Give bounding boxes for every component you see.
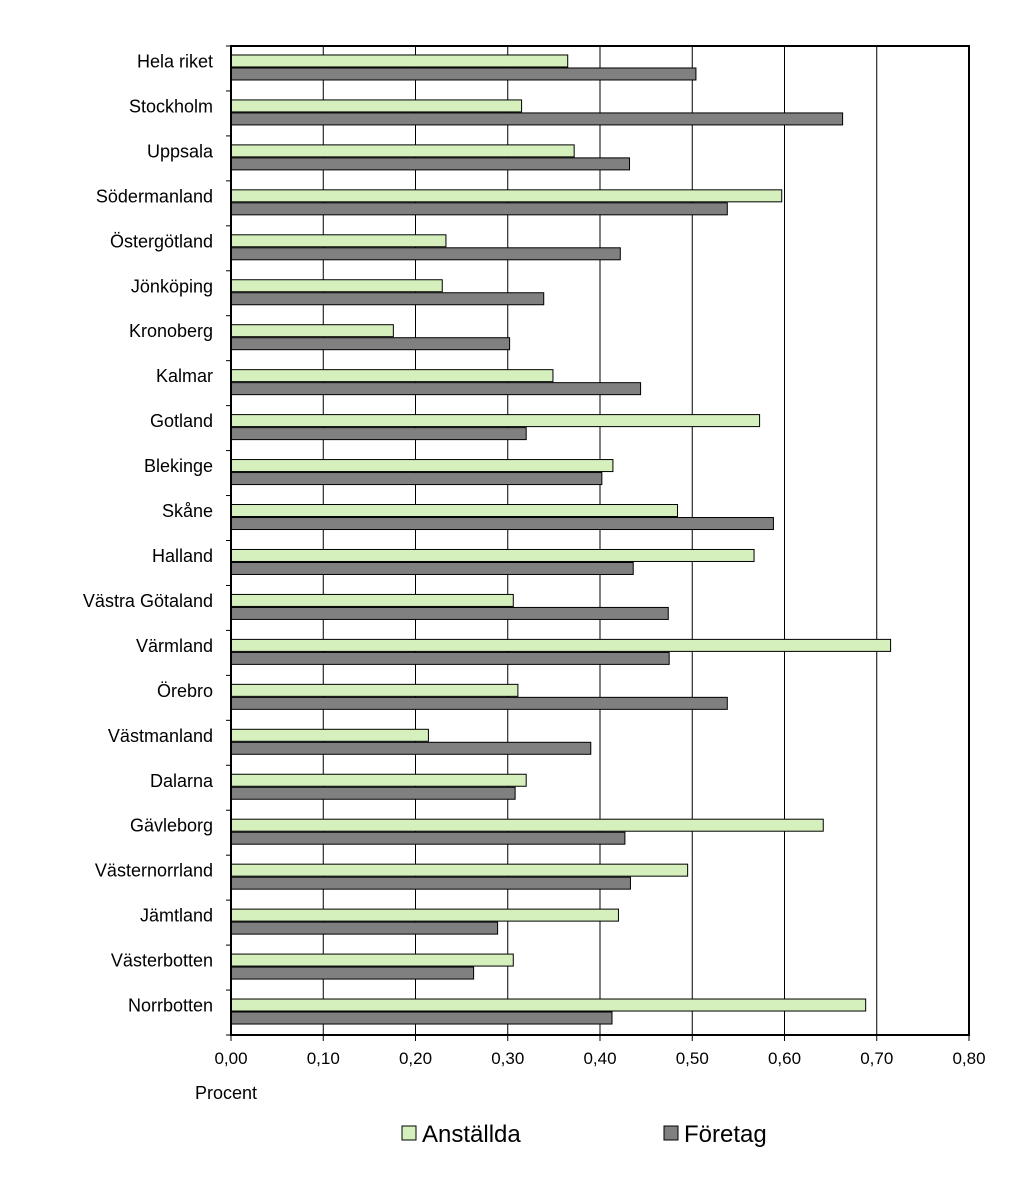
bar-anstallda [230, 54, 569, 68]
bar-foretag [230, 382, 642, 396]
x-tick-label: 0,10 [307, 1049, 340, 1068]
bar-anstallda [230, 908, 619, 922]
category-label: Kronoberg [129, 321, 213, 341]
category-labels: Hela riket Stockholm Uppsala Södermanland Ös… [83, 51, 214, 1015]
bar-foretag [230, 651, 670, 665]
bar-anstallda [230, 459, 614, 473]
bar-anstallda [230, 548, 755, 562]
bars [230, 54, 892, 1025]
bar-foretag [230, 427, 527, 441]
bar-foretag [230, 67, 697, 81]
bar-anstallda [230, 998, 867, 1012]
category-label: Norrbotten [128, 996, 213, 1016]
x-tick-labels: 0,00 0,10 0,20 0,30 0,40 0,50 0,60 0,70 0,80 [214, 1049, 985, 1068]
category-label: Södermanland [96, 186, 213, 206]
category-label: Stockholm [129, 96, 213, 116]
x-tick-label: 0,30 [491, 1049, 524, 1068]
category-label: Halland [152, 546, 213, 566]
category-label: Örebro [157, 681, 213, 701]
category-label: Jämtland [140, 906, 213, 926]
bar-anstallda [230, 189, 783, 203]
bar-anstallda [230, 279, 443, 293]
x-tick-label: 0,80 [952, 1049, 985, 1068]
bar-foretag [230, 112, 844, 126]
bar-foretag [230, 786, 516, 800]
bar-foretag [230, 247, 621, 261]
legend-swatch [401, 1125, 417, 1141]
category-label: Västmanland [108, 726, 213, 746]
bar-anstallda [230, 953, 514, 967]
category-label: Kalmar [156, 366, 213, 386]
x-tick-label: 0,40 [583, 1049, 616, 1068]
bar-anstallda [230, 773, 527, 787]
bar-foretag [230, 202, 728, 216]
bar-foretag [230, 831, 626, 845]
bar-foretag [230, 561, 634, 575]
category-label: Västernorrland [95, 861, 213, 881]
bar-anstallda [230, 818, 824, 832]
bar-anstallda [230, 863, 689, 877]
x-tick-label: 0,50 [676, 1049, 709, 1068]
category-label: Västerbotten [111, 951, 213, 971]
bar-anstallda [230, 593, 514, 607]
bar-foretag [230, 741, 592, 755]
x-tick-label: 0,60 [768, 1049, 801, 1068]
x-axis-label: Procent [195, 1083, 257, 1103]
legend-label: Företag [684, 1121, 767, 1148]
bar-foretag [230, 921, 499, 935]
bar-anstallda [230, 144, 575, 158]
category-label: Blekinge [144, 456, 213, 476]
bar-foretag [230, 517, 774, 531]
bar-anstallda [230, 638, 892, 652]
bar-foretag [230, 337, 511, 351]
bar-foretag [230, 696, 728, 710]
bar-anstallda [230, 728, 429, 742]
category-label: Uppsala [147, 141, 214, 161]
legend-label: Anställda [422, 1121, 521, 1148]
category-label: Jönköping [131, 276, 213, 296]
bar-anstallda [230, 324, 394, 338]
bar-anstallda [230, 369, 554, 383]
legend: Anställda Företag [401, 1121, 767, 1148]
bar-foretag [230, 157, 631, 171]
x-tick-label: 0,20 [399, 1049, 432, 1068]
bar-foretag [230, 1011, 613, 1025]
bar-foretag [230, 472, 603, 486]
category-label: Skåne [162, 501, 213, 521]
category-label: Västra Götaland [83, 591, 213, 611]
bar-foretag [230, 606, 669, 620]
category-label: Värmland [136, 636, 213, 656]
plot-frame [226, 45, 970, 1041]
bar-anstallda [230, 234, 447, 248]
x-tick-label: 0,70 [860, 1049, 893, 1068]
category-label: Hela riket [137, 51, 213, 71]
category-label: Dalarna [150, 771, 214, 791]
bar-foretag [230, 876, 631, 890]
category-label: Gotland [150, 411, 213, 431]
legend-swatch [663, 1125, 679, 1141]
bar-anstallda [230, 414, 761, 428]
bar-foretag [230, 966, 475, 980]
x-tick-label: 0,00 [214, 1049, 247, 1068]
category-label: Gävleborg [130, 816, 213, 836]
category-label: Östergötland [110, 231, 213, 251]
bar-anstallda [230, 683, 519, 697]
bar-anstallda [230, 99, 523, 113]
bar-foretag [230, 292, 545, 306]
bar-anstallda [230, 504, 678, 518]
